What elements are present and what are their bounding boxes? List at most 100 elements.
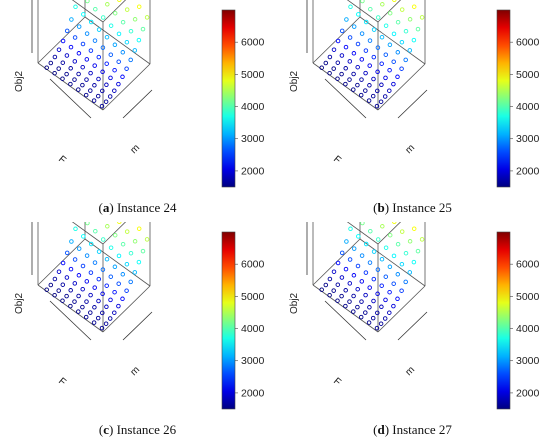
data-point	[76, 273, 82, 278]
f-axis-arrow	[49, 78, 92, 119]
axis-label-f: F	[331, 376, 343, 388]
data-point	[112, 264, 118, 270]
data-point	[363, 48, 369, 53]
data-point	[105, 2, 110, 7]
data-point	[44, 65, 49, 70]
colorbar-tick-label: 2000	[516, 165, 540, 177]
data-point	[99, 103, 105, 109]
data-point	[370, 93, 376, 99]
axis-label-f: F	[56, 154, 68, 166]
box-edge	[37, 62, 104, 111]
box-edge	[377, 0, 402, 23]
data-point	[76, 293, 81, 299]
data-point	[128, 28, 134, 34]
data-point	[76, 71, 81, 77]
data-point	[319, 65, 324, 70]
data-point	[367, 260, 373, 265]
data-point	[88, 292, 93, 298]
data-point	[411, 226, 417, 231]
data-point	[76, 24, 82, 29]
data-point	[403, 57, 408, 63]
axis-label-obj2: Obj2	[289, 292, 300, 314]
plot-c: Fm Obj2 2000 3000 4000 5000 6000	[14, 222, 265, 410]
colorbar-tick-label: 6000	[241, 259, 265, 271]
data-point	[116, 59, 121, 64]
data-point	[100, 310, 105, 316]
data-point	[96, 27, 102, 32]
data-point	[383, 245, 389, 250]
data-point	[120, 296, 125, 302]
plot-area-d: Fm Obj2	[289, 222, 428, 388]
data-point	[120, 241, 126, 247]
data-point	[339, 293, 344, 299]
data-point	[92, 285, 97, 290]
data-point	[112, 310, 117, 315]
data-point	[335, 60, 341, 65]
data-point	[96, 298, 101, 304]
caption-text-b: Instance 25	[392, 200, 452, 215]
data-point	[327, 292, 332, 298]
box-edge	[84, 238, 151, 287]
data-point	[99, 325, 105, 331]
box-edge	[71, 222, 104, 245]
data-point	[359, 299, 364, 304]
data-point	[391, 81, 396, 87]
data-point	[371, 76, 376, 82]
data-point	[375, 291, 380, 297]
data-point	[48, 282, 54, 288]
data-point	[69, 239, 74, 244]
data-point	[60, 298, 65, 303]
data-point	[356, 234, 361, 239]
data-point	[124, 261, 130, 267]
plot-area-b: Fm Obj2	[289, 0, 428, 166]
data-point	[391, 31, 397, 37]
data-point	[44, 287, 49, 292]
data-point	[84, 253, 90, 258]
colorbar-tick-label: 4000	[241, 101, 265, 113]
data-point	[375, 45, 381, 50]
data-point	[383, 52, 389, 57]
data-point	[331, 47, 337, 52]
data-point	[120, 272, 126, 277]
colorbar-tick-label: 6000	[241, 37, 265, 49]
data-point	[112, 232, 118, 238]
data-point	[64, 53, 70, 58]
data-point	[378, 321, 384, 326]
plot-b: Fm Obj2 2000 3000 4000 5000 6000	[289, 0, 540, 188]
data-point	[117, 222, 122, 225]
data-point	[379, 82, 384, 88]
data-point	[370, 315, 376, 321]
panel-label-c: c	[103, 422, 109, 437]
data-point	[80, 304, 85, 310]
data-point	[128, 57, 133, 63]
colorbar-tick-label: 3000	[516, 133, 540, 145]
data-point	[363, 270, 369, 275]
data-point	[371, 54, 377, 60]
data-point	[375, 88, 380, 94]
data-point	[399, 66, 404, 71]
data-point	[343, 303, 348, 309]
data-point	[81, 234, 86, 239]
box-edge	[37, 284, 104, 333]
box-edge	[84, 16, 151, 65]
data-point	[124, 66, 129, 71]
data-point	[399, 261, 405, 267]
data-point	[96, 54, 102, 60]
data-point	[395, 74, 400, 80]
data-point	[84, 57, 90, 62]
data-point	[88, 88, 93, 93]
data-point	[319, 287, 324, 292]
data-point	[56, 66, 61, 71]
data-point	[379, 283, 384, 288]
box-edge	[346, 222, 379, 245]
colorbar-tick-label: 5000	[241, 291, 265, 303]
data-point	[72, 281, 78, 286]
data-point	[84, 77, 89, 82]
data-point	[344, 17, 349, 22]
data-point	[85, 222, 90, 226]
data-point	[351, 246, 357, 251]
data-point	[383, 274, 389, 279]
data-point	[371, 276, 377, 282]
data-point	[363, 19, 369, 25]
data-point	[72, 257, 78, 262]
